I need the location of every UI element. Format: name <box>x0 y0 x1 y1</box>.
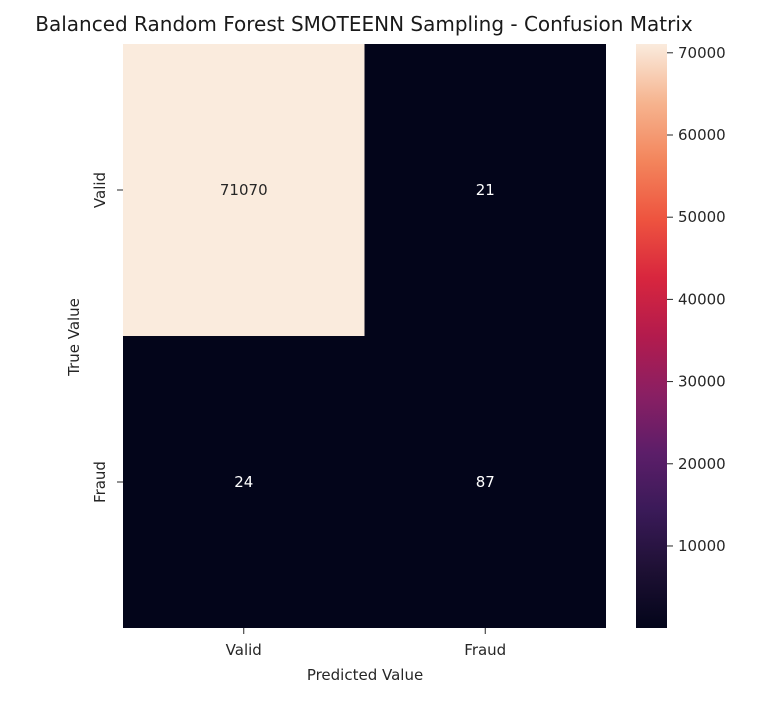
x-axis-ticks: Valid Fraud <box>226 628 506 659</box>
colorbar-tick-label: 70000 <box>678 44 726 62</box>
cell-value-label: 21 <box>476 181 495 199</box>
y-tick-label: Valid <box>91 172 109 208</box>
y-axis-label: True Value <box>65 298 83 377</box>
heatmap-cells <box>123 44 606 628</box>
colorbar-tick-label: 60000 <box>678 126 726 144</box>
x-tick-label: Valid <box>226 641 262 659</box>
x-tick-label: Fraud <box>464 641 506 659</box>
y-tick-label: Fraud <box>91 461 109 503</box>
heatmap-cell <box>123 44 365 336</box>
colorbar-tick-label: 20000 <box>678 455 726 473</box>
cell-value-label: 71070 <box>220 181 268 199</box>
x-axis-label: Predicted Value <box>307 666 423 684</box>
heatmap-cell <box>364 336 606 628</box>
chart-title: Balanced Random Forest SMOTEENN Sampling… <box>35 12 693 36</box>
heatmap-cell <box>123 336 365 628</box>
y-axis-ticks: Valid Fraud <box>91 172 123 503</box>
cell-value-label: 87 <box>476 473 495 491</box>
colorbar-tick-label: 40000 <box>678 290 726 308</box>
colorbar-tick-label: 10000 <box>678 537 726 555</box>
colorbar <box>636 44 667 628</box>
colorbar-tick-label: 30000 <box>678 373 726 391</box>
heatmap-cell <box>364 44 606 336</box>
colorbar-ticks: 10000 20000 30000 40000 50000 60000 70000 <box>667 44 726 555</box>
colorbar-tick-label: 50000 <box>678 208 726 226</box>
cell-value-label: 24 <box>234 473 253 491</box>
cell-annotations: 71070 21 24 87 <box>220 181 495 491</box>
